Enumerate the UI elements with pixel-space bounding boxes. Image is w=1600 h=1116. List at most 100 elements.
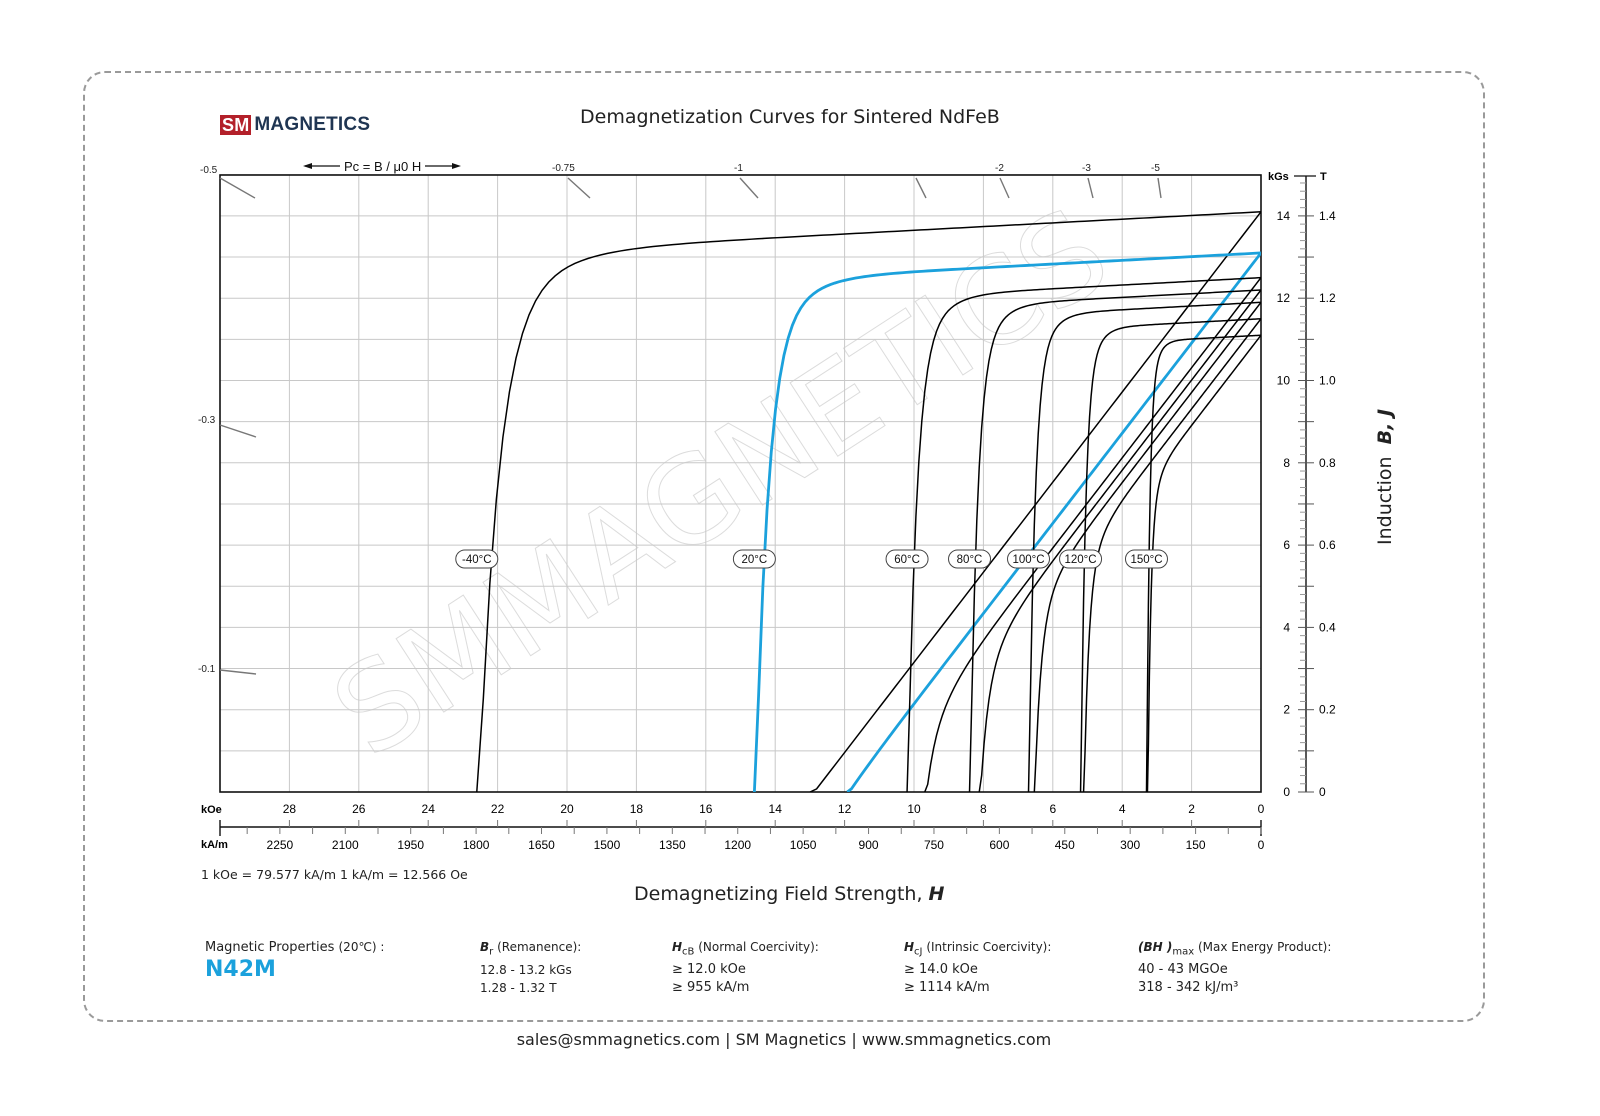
bhmax-value-kjm3: 318 - 342 kJ/m³ <box>1138 980 1239 996</box>
pc-label: -5 <box>1151 163 1160 174</box>
pc-line-tick <box>219 669 257 675</box>
temperature-label: 80°C <box>957 554 983 566</box>
pc-label: -0.75 <box>552 163 575 174</box>
x-tick-label-koe: 4 <box>1119 802 1126 816</box>
temperature-label: 150°C <box>1130 554 1162 566</box>
properties-label: Magnetic Properties <box>205 940 335 955</box>
x-tick-label-kam: 750 <box>924 838 944 852</box>
bhmax-symbol: (BH ) <box>1138 940 1173 954</box>
x-unit-koe: kOe <box>201 804 222 816</box>
temperature-label-bubble <box>885 549 929 569</box>
x-unit-kam: kA/m <box>201 839 228 851</box>
y-tick-label-t: 1.0 <box>1319 374 1336 388</box>
x-tick-label-kam: 1950 <box>397 838 424 852</box>
watermark: SMMAGNETICS <box>310 183 1133 785</box>
x-tick-label-koe: 24 <box>422 802 436 816</box>
y-tick-label-kgs: 0 <box>1283 785 1290 799</box>
temperature-label-bubble <box>455 549 499 569</box>
b-curve-80°C <box>978 289 1261 792</box>
arrow-left-icon <box>303 163 312 169</box>
prop-normal-coercivity: HcB (Normal Coercivity): ≥ 12.0 kOe ≥ 95… <box>672 938 819 997</box>
logo: SM MAGNETICS <box>220 114 370 136</box>
logo-text: MAGNETICS <box>254 114 371 135</box>
x-tick-label-koe: 26 <box>352 802 366 816</box>
x-tick-label-kam: 1200 <box>724 838 751 852</box>
br-value-kgs: 12.8 - 13.2 kGs <box>480 963 572 978</box>
page-frame <box>83 71 1485 1022</box>
x-tick-label-kam: 450 <box>1055 838 1075 852</box>
y-axis-title: Induction B, J <box>1374 409 1396 545</box>
j-curve-80°C <box>968 289 1261 792</box>
x-tick-label-kam: 1500 <box>594 838 621 852</box>
x-tick-label-koe: 16 <box>699 802 713 816</box>
grade-name: N42M <box>205 957 276 982</box>
b-curve-150°C <box>1146 334 1261 792</box>
x-tick-label-koe: 12 <box>838 802 852 816</box>
prop-remanence: Br (Remanence): 12.8 - 13.2 kGs 1.28 - 1… <box>480 938 581 997</box>
pc-formula: Pc = B / μ0 H <box>344 159 421 174</box>
pc-label: -0.5 <box>200 165 218 176</box>
bhmax-name: (Max Energy Product): <box>1197 940 1332 954</box>
hcj-value-kam: ≥ 1114 kA/m <box>904 980 990 996</box>
properties-temp: (20℃) : <box>338 940 385 954</box>
hcj-sub: cJ <box>914 946 923 958</box>
x-tick-label-kam: 600 <box>989 838 1009 852</box>
x-tick-label-koe: 6 <box>1049 802 1056 816</box>
br-value-t: 1.28 - 1.32 T <box>480 981 557 996</box>
br-sub: r <box>489 946 494 958</box>
y-unit-kgs: kGs <box>1268 171 1289 183</box>
pc-line-tick <box>999 177 1010 199</box>
y-tick-label-t: 0.4 <box>1319 620 1336 634</box>
x-tick-label-kam: 1350 <box>659 838 686 852</box>
x-tick-label-kam: 300 <box>1120 838 1140 852</box>
x-tick-label-kam: 900 <box>859 838 879 852</box>
pc-label: -0.3 <box>198 415 216 426</box>
x-tick-label-kam: 1650 <box>528 838 555 852</box>
pc-line-tick <box>739 177 759 199</box>
pc-line-tick <box>1157 177 1162 199</box>
hcb-value-kam: ≥ 955 kA/m <box>672 980 750 996</box>
b-curve-120°C <box>1082 318 1261 792</box>
x-tick-label-kam: 2100 <box>332 838 359 852</box>
y-tick-label-kgs: 12 <box>1277 291 1291 305</box>
hcb-symbol: H <box>672 940 683 954</box>
b-curve-60°C <box>924 277 1261 792</box>
temperature-label: 20°C <box>742 554 768 566</box>
x-tick-label-koe: 10 <box>907 802 921 816</box>
y-axis-title-text: Induction B, J <box>1374 408 1396 545</box>
unit-conversion: 1 kOe = 79.577 kA/m 1 kA/m = 12.566 Oe <box>201 867 468 882</box>
x-axis-title: Demagnetizing Field Strength, H <box>634 883 944 905</box>
arrow-right-icon <box>452 163 461 169</box>
x-tick-label-kam: 1800 <box>463 838 490 852</box>
hcb-name: (Normal Coercivity): <box>698 940 819 954</box>
temperature-label-bubble <box>1124 549 1168 569</box>
y-tick-label-t: 0 <box>1319 785 1326 799</box>
prop-energy-product: (BH )max (Max Energy Product): 40 - 43 M… <box>1138 938 1331 997</box>
y-tick-label-kgs: 10 <box>1277 374 1291 388</box>
x-tick-label-koe: 8 <box>980 802 987 816</box>
x-tick-label-koe: 18 <box>630 802 644 816</box>
hcj-name: (Intrinsic Coercivity): <box>926 940 1052 954</box>
y-tick-label-t: 1.2 <box>1319 291 1336 305</box>
hcb-sub: cB <box>682 946 695 958</box>
x-tick-label-koe: 0 <box>1258 802 1265 816</box>
pc-label: -2 <box>995 163 1004 174</box>
pc-line-tick <box>1087 177 1094 199</box>
logo-mark: SM <box>220 115 252 135</box>
j-curve-20°C <box>752 251 1261 792</box>
temperature-label: -40°C <box>462 554 492 566</box>
plot-frame <box>219 174 1262 793</box>
temperature-label-bubble <box>1059 549 1103 569</box>
temperature-label-bubble <box>1007 549 1051 569</box>
x-tick-label-koe: 2 <box>1188 802 1195 816</box>
hcj-symbol: H <box>904 940 915 954</box>
prop-intrinsic-coercivity: HcJ (Intrinsic Coercivity): ≥ 14.0 kOe ≥… <box>904 938 1051 997</box>
y-tick-label-kgs: 14 <box>1277 209 1291 223</box>
x-tick-label-kam: 0 <box>1258 838 1265 852</box>
footer-contact: sales@smmagnetics.com | SM Magnetics | w… <box>516 1030 1052 1049</box>
temperature-label-bubble <box>948 549 992 569</box>
magnetic-properties: Magnetic Properties (20℃) : N42M <box>205 938 385 982</box>
y-tick-label-t: 0.2 <box>1319 703 1336 717</box>
temperature-label: 60°C <box>894 554 920 566</box>
pc-label: -3 <box>1082 163 1091 174</box>
